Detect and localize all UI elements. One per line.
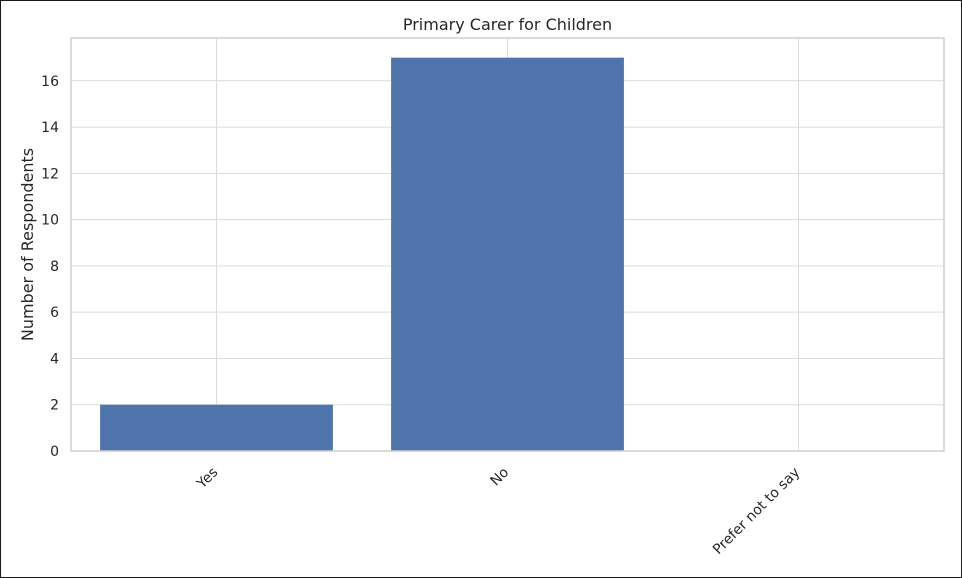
y-tick-label: 6 bbox=[50, 305, 59, 321]
bars bbox=[100, 57, 624, 452]
y-tick-label: 16 bbox=[41, 74, 59, 90]
y-axis-ticks: 0 2 4 6 8 10 12 14 16 bbox=[41, 74, 59, 460]
y-tick-label: 4 bbox=[50, 351, 59, 367]
y-axis-label: Number of Respondents bbox=[18, 148, 37, 341]
chart-title: Primary Carer for Children bbox=[403, 15, 612, 34]
x-tick-label: Prefer not to say bbox=[710, 465, 803, 558]
x-tick-label: No bbox=[488, 465, 513, 490]
y-tick-label: 0 bbox=[50, 444, 59, 460]
y-tick-label: 12 bbox=[41, 166, 59, 182]
bar-yes bbox=[100, 404, 333, 451]
x-tick-label: Yes bbox=[193, 465, 221, 493]
y-tick-label: 8 bbox=[50, 259, 59, 275]
plot-area-frame bbox=[70, 37, 945, 452]
y-tick-label: 14 bbox=[41, 120, 59, 136]
y-tick-label: 2 bbox=[50, 398, 59, 414]
x-axis-ticks: Yes No Prefer not to say bbox=[193, 465, 803, 558]
y-tick-label: 10 bbox=[41, 213, 59, 229]
bar-no bbox=[391, 57, 624, 452]
